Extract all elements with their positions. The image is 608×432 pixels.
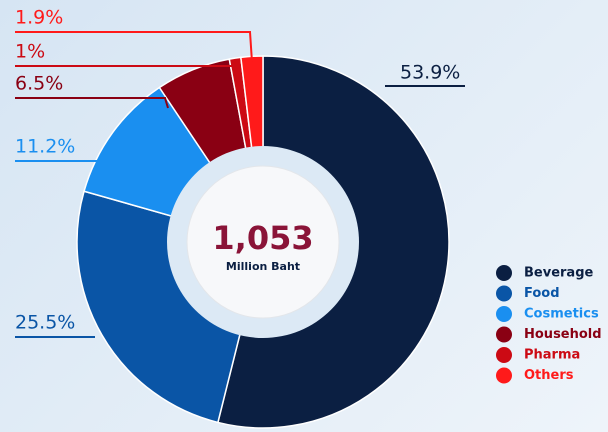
leader-line xyxy=(15,31,253,63)
center-subtext: Million Baht xyxy=(226,260,300,273)
value-label: 11.2% xyxy=(15,136,75,158)
value-label: 6.5% xyxy=(15,73,63,95)
legend-swatch xyxy=(496,306,512,322)
value-label: 1.9% xyxy=(15,7,63,29)
legend-swatch xyxy=(496,347,512,363)
center-disc xyxy=(186,165,340,319)
legend-label: Household xyxy=(524,327,602,342)
legend-label: Food xyxy=(524,286,560,301)
leader-line xyxy=(15,65,241,77)
legend-swatch xyxy=(496,265,512,281)
value-label: 25.5% xyxy=(15,312,75,334)
legend-swatch xyxy=(496,326,512,343)
leader-line xyxy=(15,97,169,109)
legend-label: Cosmetics xyxy=(524,307,599,322)
value-label: 53.9% xyxy=(400,62,460,84)
legend-label: Beverage xyxy=(524,266,594,281)
center-value: 1,053 xyxy=(212,219,313,257)
legend-label: Pharma xyxy=(524,348,580,363)
legend-swatch xyxy=(496,285,512,302)
value-label: 1% xyxy=(15,41,45,63)
legend-label: Others xyxy=(524,368,574,383)
legend-swatch xyxy=(496,367,512,384)
